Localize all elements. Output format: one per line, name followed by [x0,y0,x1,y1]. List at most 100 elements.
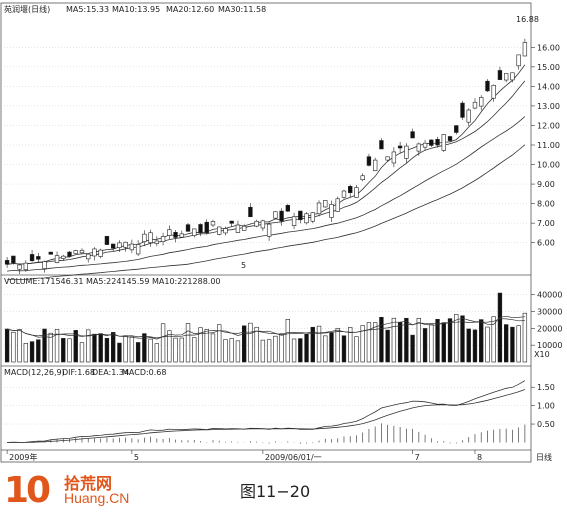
volume-bar [372,322,378,363]
candle-down [348,186,353,193]
candle-down [485,80,490,92]
candle-up [117,242,122,248]
candle-down [198,224,203,233]
candle-down [298,210,303,221]
candle-down [67,251,72,257]
ma5-label: MA5:15.33 [66,5,109,14]
moving-average-lines [7,64,526,281]
candle-up [266,223,272,237]
volume-bar [341,335,347,363]
dea-label: DEA:1.34 [92,368,129,377]
price-tick-label: 7.00 [537,219,555,228]
ma20-line [7,116,526,272]
candle-down [204,221,209,233]
x-tick-label: 2009/06/01/一 [265,453,322,462]
macd-title: MACD(12,26,9) [4,368,65,377]
candle-down [110,243,116,249]
volume-bar [210,333,216,363]
macd-value-label: MACD:0.68 [122,368,167,377]
volume-bar [298,338,303,363]
candle-down [11,255,16,264]
candle-up [385,156,390,161]
volume-bar [229,338,234,363]
volume-bar [198,327,203,363]
candle-up [510,72,515,81]
volume-bar [466,328,471,363]
candle-up [123,241,128,248]
volume-bar [404,317,409,363]
candle-up [516,54,521,67]
volume-bar [73,330,78,363]
volume-bar [491,316,496,363]
candle-up [522,42,528,57]
x-tick-label: 7 [415,453,420,462]
volume-bar [4,328,10,363]
volume-bar [410,334,415,363]
candle-up [86,253,91,260]
candle-up [491,85,496,99]
candle-up [291,216,297,227]
price-tick-label: 10.00 [537,161,560,170]
candle-up [73,250,78,254]
candle-up [304,213,309,224]
candle-up [260,220,266,229]
volume-bar [173,337,178,363]
candle-up [310,212,315,222]
volume-ma5-label: MA5:224145.59 [86,277,149,286]
ma5-line [7,64,526,265]
volume-bar [316,325,322,363]
candle-up [148,232,153,244]
plot-frame [0,2,532,463]
volume-bar [79,342,85,363]
volume-bar [323,335,328,363]
price-tick-label: 16.00 [537,43,560,52]
stock-name-label: 苑润堰(日线) [4,4,50,14]
volume-tick-label: 10000 [537,341,562,350]
candle-down [173,232,178,238]
volume-bar [479,319,484,363]
volume-bars [4,292,528,363]
volume-bar [217,324,222,363]
volume-bar [522,312,528,363]
axis-ticks: 6.00 7.00 8.00 9.00 10.00 11.00 12.00 13.00 14.0… [6,43,562,462]
x-axis-right-label: 日线 [536,452,552,462]
volume-bar [148,338,153,363]
macd-tick-label: 1.50 [537,383,555,392]
volume-bar [167,330,172,363]
volume-bar [123,335,128,363]
volume-bar [241,325,247,363]
volume-bar [117,342,122,363]
volume-bar [204,328,209,363]
price-tick-label: 14.00 [537,82,560,91]
candle-down [460,102,465,118]
volume-bar [310,326,315,363]
volume-bar [42,328,47,363]
candle-up [210,221,216,226]
candle-down [229,220,234,224]
price-tick-label: 13.00 [537,102,560,111]
price-tick-label: 11.00 [537,141,560,150]
volume-bar [23,343,29,363]
volume-bar [385,329,390,363]
volume-bar [516,325,521,363]
candle-up [17,264,22,270]
price-tick-label: 8.00 [537,200,555,209]
volume-bar [92,333,97,363]
volume-bar [285,319,291,363]
peak-price-label: 16.88 [516,15,539,24]
logo-cn-text: 拾荒网 [64,474,113,493]
volume-bar [447,318,453,363]
candle-up [98,249,103,257]
candle-up [167,229,172,236]
candle-up [341,190,347,198]
candle-down [185,224,191,232]
volume-bar [235,340,241,363]
volume-bar [248,322,253,363]
candle-down [279,210,284,222]
volume-tick-label: 40000 [537,291,562,300]
candle-up [217,226,222,235]
volume-bar [273,335,278,363]
candle-down [435,139,440,146]
candle-down [36,256,41,260]
volume-bar [460,315,465,363]
